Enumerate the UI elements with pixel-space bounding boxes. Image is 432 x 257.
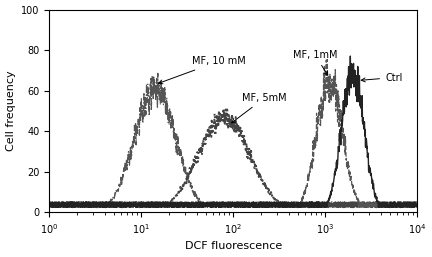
Text: MF, 10 mM: MF, 10 mM: [159, 56, 245, 84]
Text: MF, 5mM: MF, 5mM: [232, 93, 287, 123]
Text: MF, 1mM: MF, 1mM: [293, 50, 337, 75]
Y-axis label: Cell frequency: Cell frequency: [6, 71, 16, 151]
X-axis label: DCF fluorescence: DCF fluorescence: [184, 241, 282, 251]
Text: Ctrl: Ctrl: [361, 72, 402, 82]
